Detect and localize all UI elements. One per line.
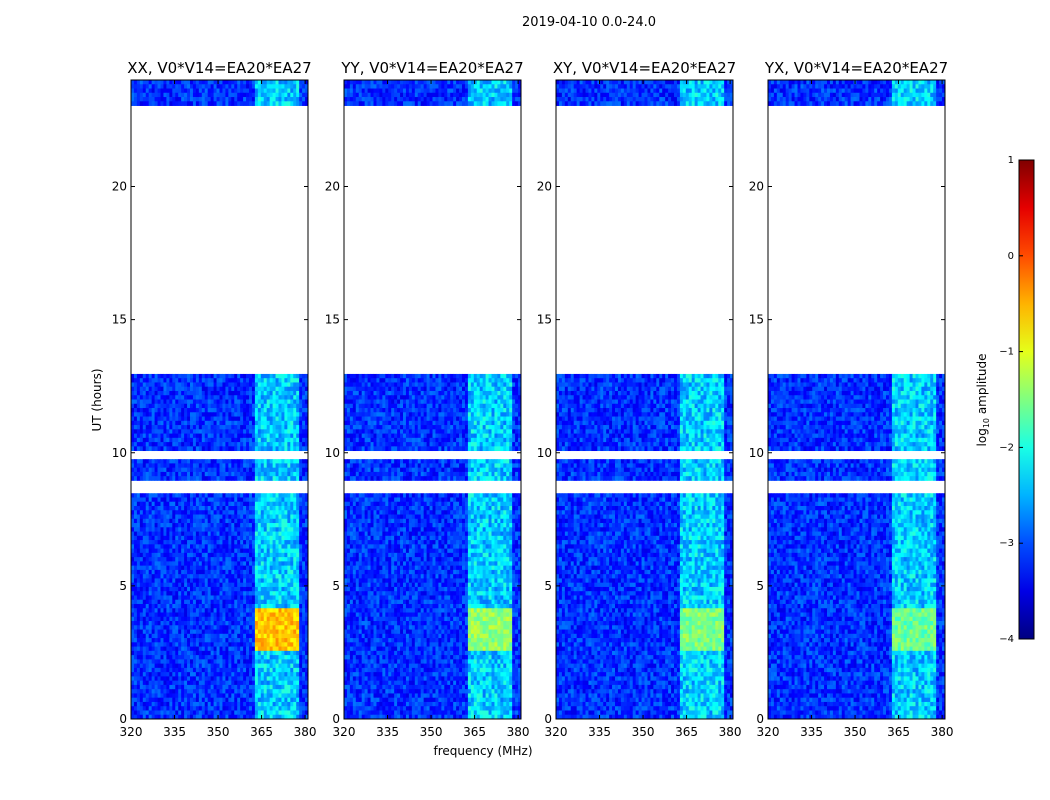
x-tick-label: 320	[757, 725, 780, 739]
x-tick-label: 320	[333, 725, 356, 739]
y-tick-label: 5	[332, 579, 340, 593]
y-tick-label: 15	[537, 313, 552, 327]
y-axis-label: UT (hours)	[90, 368, 104, 431]
x-tick-label: 365	[887, 725, 910, 739]
panel-frame	[343, 79, 522, 720]
x-tick-label: 335	[800, 725, 823, 739]
panel-frame	[555, 79, 734, 720]
x-tick-label: 320	[120, 725, 143, 739]
x-tick-label: 350	[632, 725, 655, 739]
x-tick-label: 350	[420, 725, 443, 739]
y-tick-label: 10	[537, 446, 552, 460]
heatmap-cells	[768, 80, 945, 719]
x-tick-label: 350	[207, 725, 230, 739]
x-axis-label: frequency (MHz)	[433, 744, 532, 758]
x-tick-label: 335	[376, 725, 399, 739]
y-tick-label: 20	[112, 180, 127, 194]
panel: XY, V0*V14=EA20*EA27 320 335 350 365 380 0 5 10 1…	[537, 59, 742, 739]
heatmap-cells	[344, 80, 521, 719]
panel-title: XY, V0*V14=EA20*EA27	[553, 59, 736, 77]
colorbar-label: log10 amplitude	[975, 354, 991, 447]
panel: XX, V0*V14=EA20*EA27 320 335 350 365 380 0 5 10 1…	[112, 59, 317, 739]
panel-title: XX, V0*V14=EA20*EA27	[127, 59, 311, 77]
colorbar: −4 −3 −2 −1 0 1 log10 amplitude	[975, 155, 1035, 645]
heatmap-cells	[556, 80, 733, 719]
x-tick-label: 335	[588, 725, 611, 739]
y-tick-label: 20	[537, 180, 552, 194]
y-tick-label: 5	[756, 579, 764, 593]
panels: XX, V0*V14=EA20*EA27 320 335 350 365 380 0 5 10 1…	[112, 59, 954, 739]
y-tick-label: 10	[325, 446, 340, 460]
y-tick-label: 15	[749, 313, 764, 327]
y-tick-label: 20	[749, 180, 764, 194]
y-tick-label: 5	[119, 579, 127, 593]
figure-title: 2019-04-10 0.0-24.0	[522, 15, 656, 30]
x-tick-label: 380	[507, 725, 530, 739]
y-tick-label: 0	[332, 712, 340, 726]
x-tick-label: 365	[250, 725, 273, 739]
y-tick-label: 10	[112, 446, 127, 460]
x-tick-label: 320	[545, 725, 568, 739]
x-tick-label: 380	[719, 725, 742, 739]
y-tick-label: 10	[749, 446, 764, 460]
panel: YX, V0*V14=EA20*EA27 320 335 350 365 380 0 5 10 1…	[749, 59, 954, 739]
panel: YY, V0*V14=EA20*EA27 320 335 350 365 380 0 5 10 1…	[325, 59, 530, 739]
x-tick-label: 350	[844, 725, 867, 739]
colorbar-tick-label: −3	[999, 538, 1014, 549]
y-tick-label: 5	[544, 579, 552, 593]
x-tick-label: 365	[463, 725, 486, 739]
heatmap-cells	[131, 80, 308, 719]
colorbar-tick-label: 0	[1008, 251, 1014, 262]
y-tick-label: 20	[325, 180, 340, 194]
panel-frame	[767, 79, 946, 720]
colorbar-tick-label: −2	[999, 442, 1014, 453]
colorbar-tick-label: −1	[999, 347, 1014, 358]
y-tick-label: 0	[119, 712, 127, 726]
colorbar-gradient	[1018, 159, 1035, 640]
x-tick-label: 380	[931, 725, 954, 739]
y-tick-label: 15	[112, 313, 127, 327]
x-tick-label: 335	[163, 725, 186, 739]
panel-frame	[130, 79, 309, 720]
panel-title: YX, V0*V14=EA20*EA27	[764, 59, 948, 77]
panel-title: YY, V0*V14=EA20*EA27	[340, 59, 523, 77]
y-tick-label: 15	[325, 313, 340, 327]
colorbar-tick-label: −4	[999, 634, 1014, 645]
x-tick-label: 365	[675, 725, 698, 739]
y-tick-label: 0	[756, 712, 764, 726]
y-tick-label: 0	[544, 712, 552, 726]
x-tick-label: 380	[294, 725, 317, 739]
colorbar-tick-label: 1	[1008, 155, 1014, 166]
